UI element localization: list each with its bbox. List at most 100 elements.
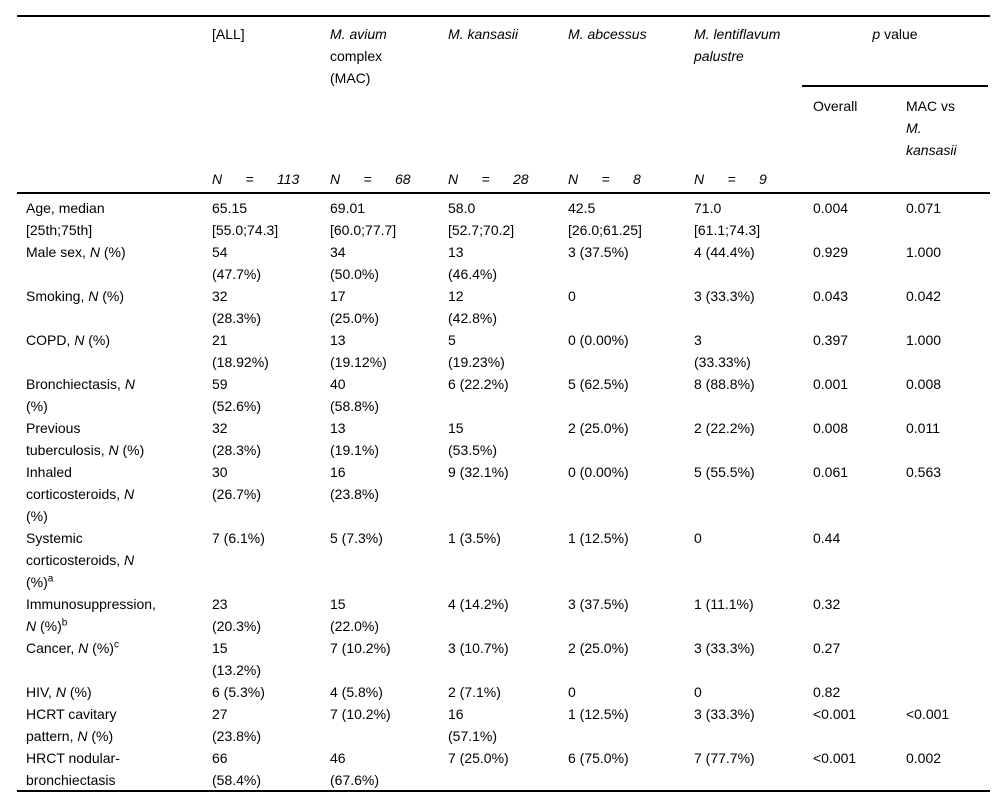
- row-label: Systemic corticosteroids, N (%)a: [26, 530, 135, 590]
- table-row: Age, median [25th;75th] 65.15 [55.0;74.3]…: [26, 197, 990, 241]
- table-row: HRCT nodular- bronchiectasis 66 (58.4%) 46…: [26, 747, 990, 791]
- n-value: N = 68: [330, 171, 411, 187]
- data-cell: 59 (52.6%): [212, 376, 262, 414]
- column-header-mac: M. avium complex (MAC): [330, 26, 387, 86]
- data-cell: 0.82: [813, 684, 841, 700]
- row-label: HRCT nodular- bronchiectasis: [26, 750, 120, 788]
- data-cell: 0 (0.00%): [568, 464, 629, 480]
- column-header-mac-vs-kansasii: MAC vs M. kansasii: [906, 98, 957, 158]
- data-cell: 17 (25.0%): [330, 288, 380, 326]
- data-cell: 0: [694, 530, 702, 546]
- data-cell: 1.000: [906, 332, 942, 348]
- data-cell: 0: [694, 684, 702, 700]
- data-cell: <0.001: [906, 706, 950, 722]
- data-cell: 0.008: [906, 376, 942, 392]
- data-cell: 12 (42.8%): [448, 288, 498, 326]
- p-value-subheaders: Overall MAC vs M. kansasii: [813, 95, 990, 161]
- data-cell: 13 (19.12%): [330, 332, 387, 370]
- data-cell: 8 (88.8%): [694, 376, 755, 392]
- data-cell: 32 (28.3%): [212, 288, 262, 326]
- bottom-rule: [17, 790, 990, 792]
- table-row: Cancer, N (%)c 15 (13.2%) 7 (10.2%) 3 (10.7…: [26, 637, 990, 681]
- table-row: Male sex, N (%) 54 (47.7%) 34 (50.0%) 13 (4…: [26, 241, 990, 285]
- top-rule: [17, 15, 990, 17]
- table-row: Bronchiectasis, N (%) 59 (52.6%) 40 (58.8%…: [26, 373, 990, 417]
- data-cell: 15 (22.0%): [330, 596, 380, 634]
- header-rule: [17, 192, 990, 194]
- data-cell: 0.44: [813, 530, 841, 546]
- row-label: Age, median [25th;75th]: [26, 200, 105, 238]
- data-cell: 46 (67.6%): [330, 750, 380, 788]
- data-cell: 66 (58.4%): [212, 750, 262, 788]
- data-cell: 0: [568, 288, 576, 304]
- data-cell: 9 (32.1%): [448, 464, 509, 480]
- data-cell: 7 (25.0%): [448, 750, 509, 766]
- column-header-abcessus: M. abcessus: [568, 26, 647, 42]
- table-body: Age, median [25th;75th] 65.15 [55.0;74.3]…: [26, 197, 990, 791]
- row-label: COPD, N (%): [26, 332, 111, 348]
- data-cell: 16 (23.8%): [330, 464, 380, 502]
- row-label: Immunosuppression, N (%)b: [26, 596, 156, 634]
- row-label: HCRT cavitary pattern, N (%): [26, 706, 117, 744]
- data-cell: 7 (6.1%): [212, 530, 265, 546]
- data-cell: 3 (33.3%): [694, 288, 755, 304]
- data-cell: 1 (12.5%): [568, 706, 629, 722]
- data-cell: 1 (3.5%): [448, 530, 501, 546]
- data-cell: 23 (20.3%): [212, 596, 262, 634]
- data-cell: 42.5 [26.0;61.25]: [568, 200, 642, 238]
- n-value: N = 28: [448, 171, 529, 187]
- data-cell: <0.001: [813, 750, 857, 766]
- data-cell: 0.071: [906, 200, 942, 216]
- data-cell: 0.042: [906, 288, 942, 304]
- row-label: Cancer, N (%)c: [26, 639, 119, 656]
- data-cell: <0.001: [813, 706, 857, 722]
- column-header-kansasii: M. kansasii: [448, 26, 519, 42]
- table-header: [ALL] M. avium complex (MAC) M. kansasii…: [26, 23, 990, 158]
- data-cell: 0.043: [813, 288, 849, 304]
- data-cell: 0 (0.00%): [568, 332, 629, 348]
- data-cell: 3 (33.3%): [694, 640, 755, 656]
- data-cell: 0: [568, 684, 576, 700]
- data-cell: 0.011: [906, 420, 940, 436]
- data-cell: 4 (14.2%): [448, 596, 509, 612]
- data-cell: 40 (58.8%): [330, 376, 380, 414]
- table-row: COPD, N (%) 21 (18.92%) 13 (19.12%) 5 (19.2…: [26, 329, 990, 373]
- data-cell: 3 (37.5%): [568, 596, 629, 612]
- data-cell: 0.563: [906, 464, 942, 480]
- data-cell: 0.004: [813, 200, 849, 216]
- data-cell: 16 (57.1%): [448, 706, 498, 744]
- data-cell: 0.929: [813, 244, 849, 260]
- table-row: Immunosuppression, N (%)b 23 (20.3%) 15 (2…: [26, 593, 990, 637]
- column-header-overall: Overall: [813, 98, 858, 114]
- data-cell: 30 (26.7%): [212, 464, 262, 502]
- data-cell: 15 (53.5%): [448, 420, 498, 458]
- data-cell: 3 (33.33%): [694, 332, 751, 370]
- data-cell: 5 (62.5%): [568, 376, 629, 392]
- data-cell: 6 (5.3%): [212, 684, 265, 700]
- data-cell: 13 (19.1%): [330, 420, 380, 458]
- row-label: Smoking, N (%): [26, 288, 125, 304]
- data-cell: 3 (33.3%): [694, 706, 755, 722]
- data-cell: 2 (22.2%): [694, 420, 755, 436]
- table-row: Inhaled corticosteroids, N (%) 30 (26.7%)…: [26, 461, 990, 527]
- data-cell: 3 (10.7%): [448, 640, 509, 656]
- table-row: HCRT cavitary pattern, N (%) 27 (23.8%) 7 …: [26, 703, 990, 747]
- data-cell: 54 (47.7%): [212, 244, 262, 282]
- data-cell: 4 (44.4%): [694, 244, 755, 260]
- table-row: Systemic corticosteroids, N (%)a 7 (6.1%)…: [26, 527, 990, 593]
- data-cell: 15 (13.2%): [212, 640, 262, 678]
- column-header-lentiflavum: M. lentiflavum palustre: [694, 26, 781, 64]
- data-cell: 7 (10.2%): [330, 706, 391, 722]
- data-cell: 0.397: [813, 332, 849, 348]
- data-cell: 2 (25.0%): [568, 420, 629, 436]
- data-cell: 6 (75.0%): [568, 750, 629, 766]
- n-value: N = 113: [212, 171, 300, 187]
- row-label: Male sex, N (%): [26, 244, 126, 260]
- data-cell: 3 (37.5%): [568, 244, 629, 260]
- data-cell: 13 (46.4%): [448, 244, 498, 282]
- data-cell: 1.000: [906, 244, 942, 260]
- data-cell: 5 (7.3%): [330, 530, 383, 546]
- data-cell: 0.002: [906, 750, 942, 766]
- p-value-rule: [802, 85, 988, 87]
